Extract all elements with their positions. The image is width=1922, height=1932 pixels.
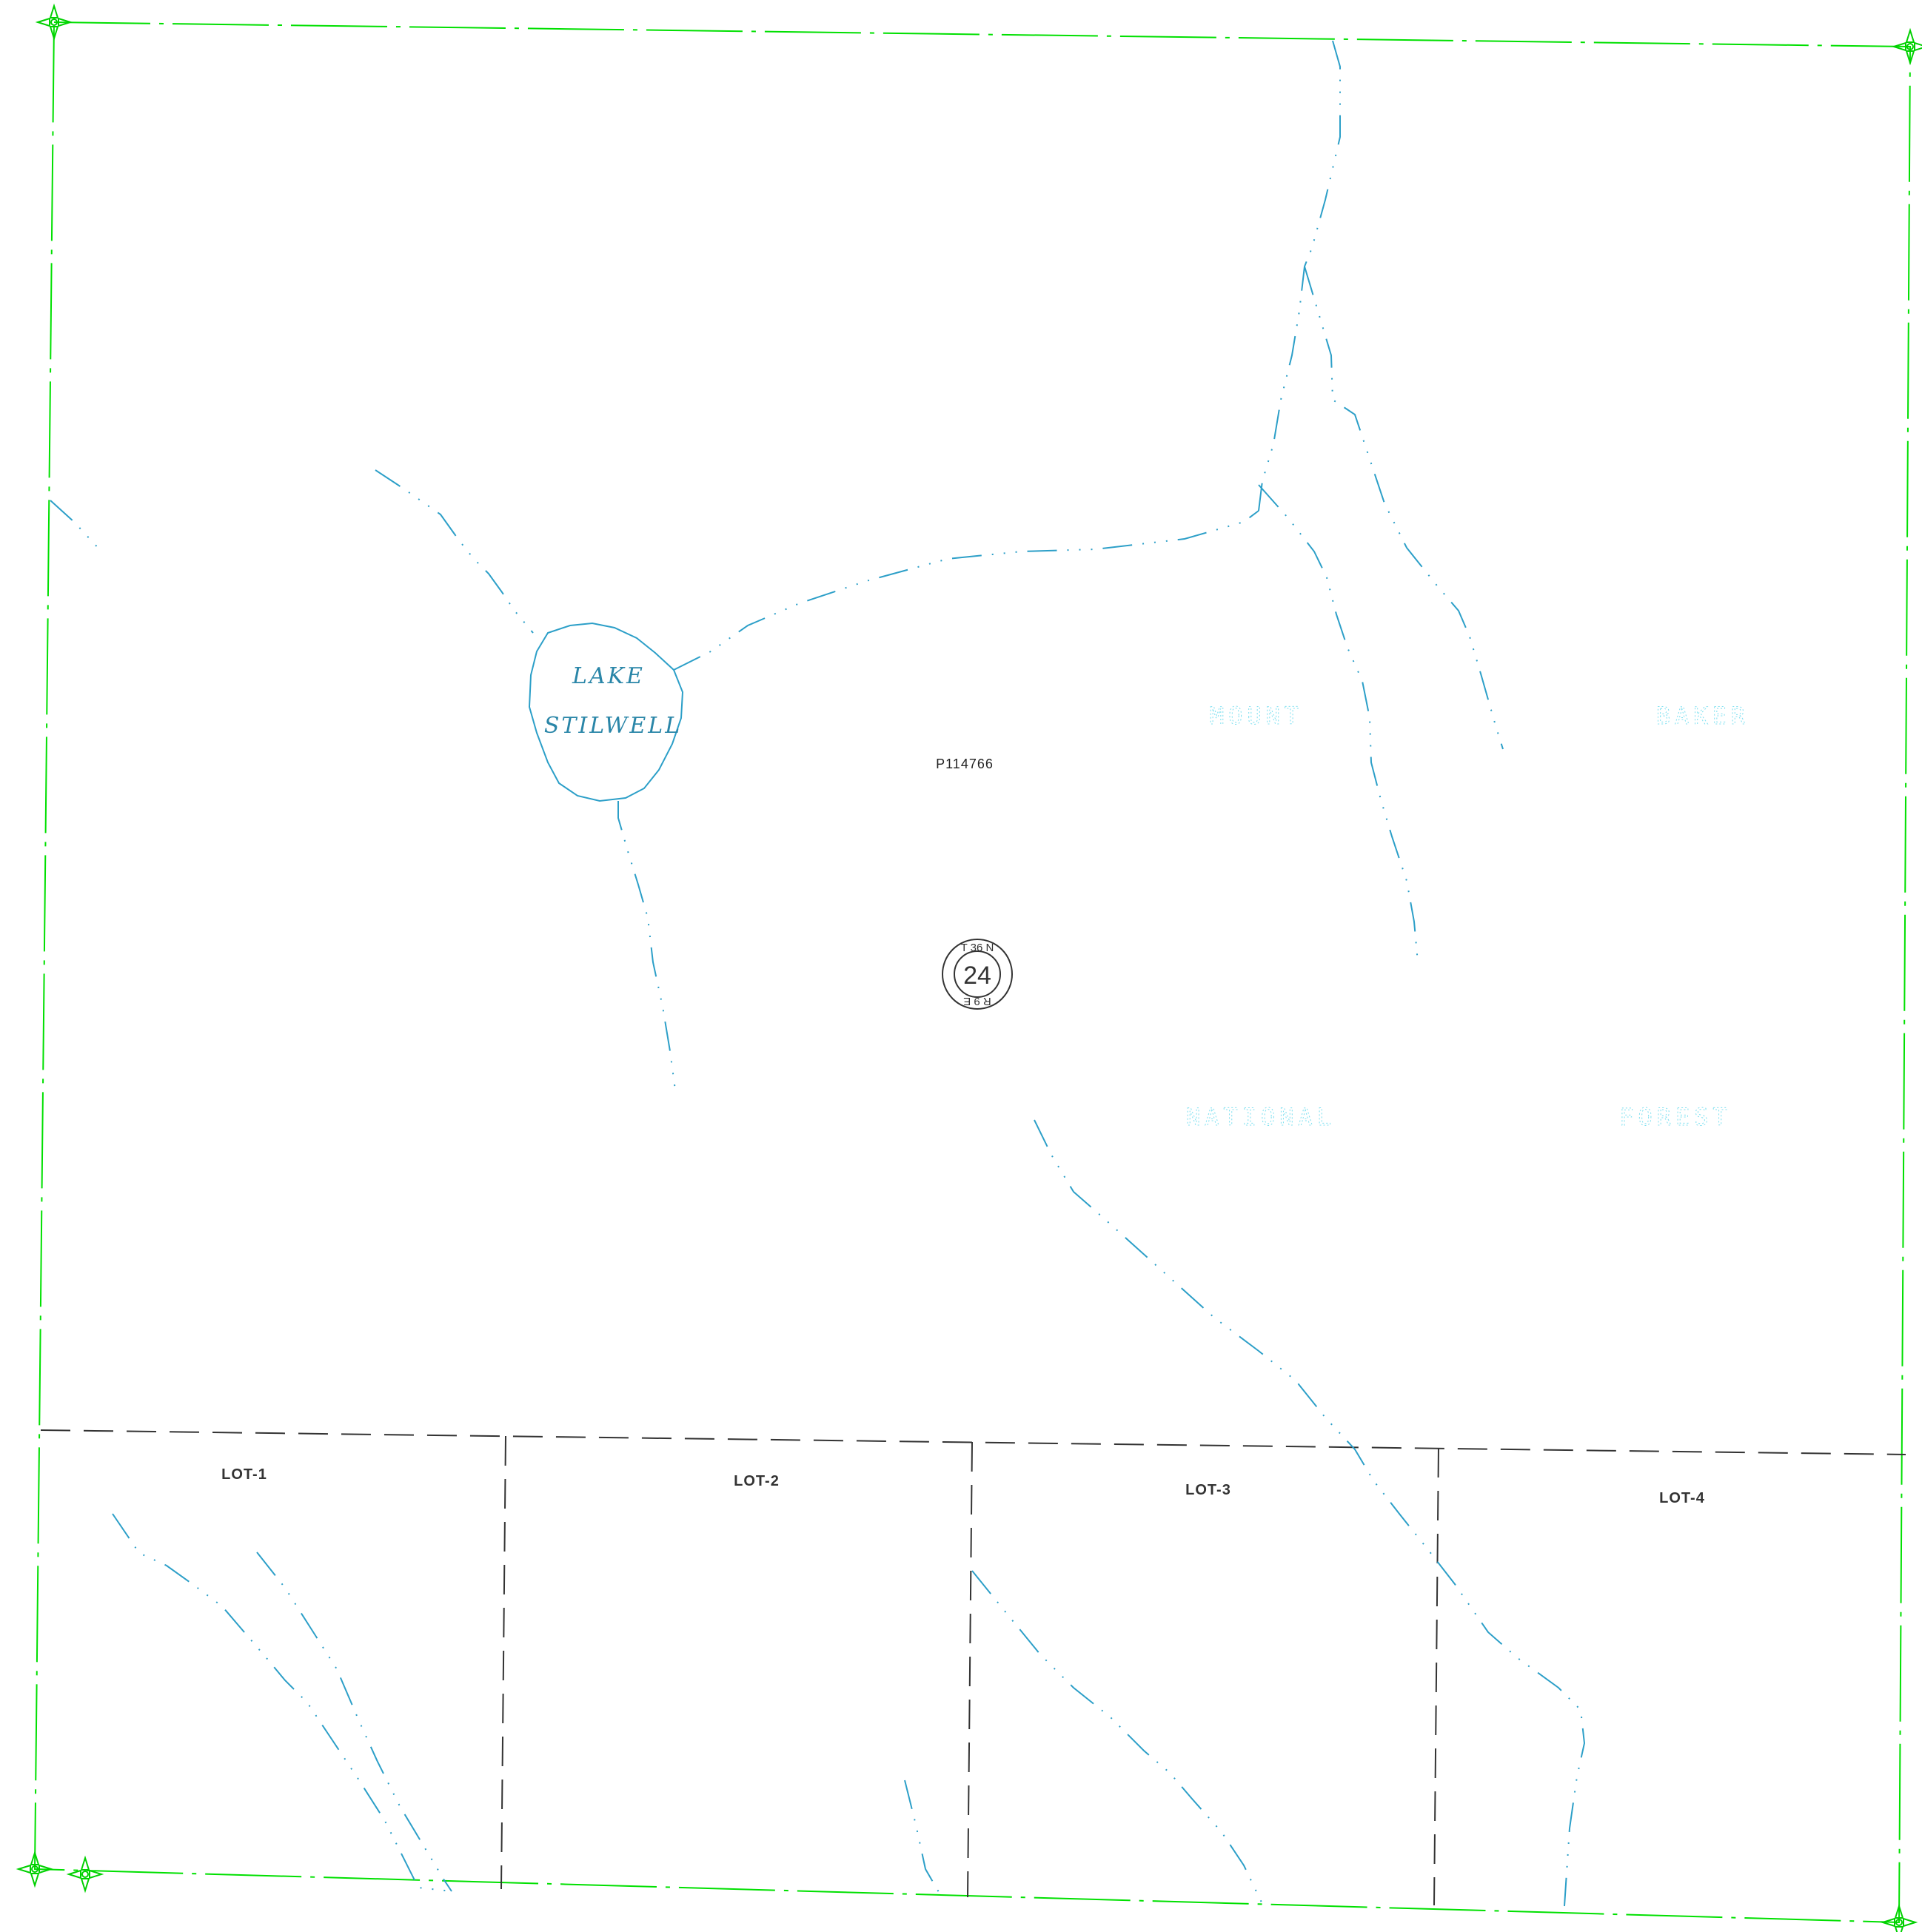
lot-line-1-2 bbox=[500, 1435, 506, 1890]
stream-lot2 bbox=[904, 1780, 942, 1898]
forest-label-forest: FOREST bbox=[1619, 1103, 1732, 1131]
stream-lot3 bbox=[971, 1570, 1263, 1905]
lot-line-horizontal bbox=[40, 1429, 1906, 1455]
stream-lake-south bbox=[617, 801, 677, 1096]
stream-lake-northeast bbox=[673, 510, 1259, 671]
stream-central-south bbox=[1034, 1119, 1586, 1907]
stream-north-branch bbox=[1304, 266, 1504, 750]
section-range: R 9 E bbox=[963, 995, 991, 1007]
parcel-id: P114766 bbox=[936, 757, 994, 771]
lot-line-3-4 bbox=[1433, 1447, 1439, 1906]
stream-central-north bbox=[1258, 484, 1419, 963]
corner-monument-sw bbox=[16, 1850, 54, 1888]
stream-lot1-east bbox=[256, 1552, 452, 1892]
forest-label-baker: BAKER bbox=[1656, 702, 1749, 730]
lake-name-line1: LAKE bbox=[572, 663, 645, 689]
section-boundary bbox=[33, 21, 1912, 1924]
quarter-corner-monument-south bbox=[66, 1855, 104, 1894]
section-marker-outer-ring bbox=[942, 939, 1013, 1010]
stream-west-edge bbox=[50, 500, 102, 552]
forest-label-national: NATIONAL bbox=[1186, 1103, 1336, 1131]
forest-label-mount: MOUNT bbox=[1210, 702, 1303, 730]
lot-label-4: LOT-4 bbox=[1659, 1490, 1705, 1506]
stream-northwest bbox=[375, 469, 534, 634]
corner-monument-nw bbox=[35, 3, 73, 41]
lot-label-2: LOT-2 bbox=[734, 1473, 780, 1489]
corner-monument-ne bbox=[1891, 27, 1922, 66]
section-township: T 36 N bbox=[961, 942, 994, 954]
lot-label-1: LOT-1 bbox=[221, 1466, 267, 1483]
lot-line-2-3 bbox=[967, 1441, 973, 1898]
corner-monument-se bbox=[1880, 1903, 1918, 1932]
lake-name-line2: STILWELL bbox=[544, 713, 682, 739]
lake-stilwell-shoreline bbox=[528, 622, 684, 802]
stream-north-main bbox=[1258, 40, 1341, 511]
stream-lot1-west bbox=[112, 1513, 452, 1892]
section-marker: 24 T 36 N R 9 E bbox=[942, 939, 1013, 1010]
section-number: 24 bbox=[963, 962, 991, 990]
lot-label-3: LOT-3 bbox=[1185, 1482, 1231, 1498]
section-marker-inner-ring bbox=[954, 950, 1001, 998]
